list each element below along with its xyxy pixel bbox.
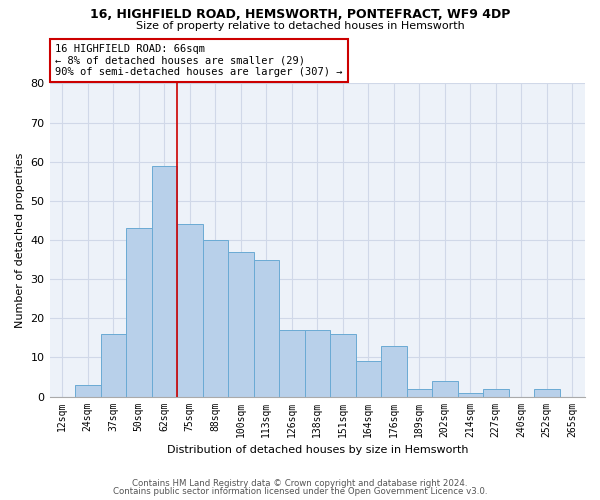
Bar xyxy=(228,252,254,396)
Y-axis label: Number of detached properties: Number of detached properties xyxy=(15,152,25,328)
Bar xyxy=(458,392,483,396)
Bar xyxy=(534,388,560,396)
Bar xyxy=(254,260,279,396)
Bar xyxy=(305,330,330,396)
Bar xyxy=(152,166,177,396)
Bar xyxy=(126,228,152,396)
X-axis label: Distribution of detached houses by size in Hemsworth: Distribution of detached houses by size … xyxy=(167,445,468,455)
Text: Contains public sector information licensed under the Open Government Licence v3: Contains public sector information licen… xyxy=(113,487,487,496)
Bar xyxy=(203,240,228,396)
Bar xyxy=(356,362,381,396)
Bar xyxy=(75,385,101,396)
Bar xyxy=(330,334,356,396)
Text: Contains HM Land Registry data © Crown copyright and database right 2024.: Contains HM Land Registry data © Crown c… xyxy=(132,478,468,488)
Text: 16, HIGHFIELD ROAD, HEMSWORTH, PONTEFRACT, WF9 4DP: 16, HIGHFIELD ROAD, HEMSWORTH, PONTEFRAC… xyxy=(90,8,510,20)
Bar xyxy=(101,334,126,396)
Bar xyxy=(279,330,305,396)
Bar xyxy=(432,381,458,396)
Bar xyxy=(483,388,509,396)
Bar xyxy=(407,388,432,396)
Bar xyxy=(177,224,203,396)
Bar xyxy=(381,346,407,397)
Text: Size of property relative to detached houses in Hemsworth: Size of property relative to detached ho… xyxy=(136,21,464,31)
Text: 16 HIGHFIELD ROAD: 66sqm
← 8% of detached houses are smaller (29)
90% of semi-de: 16 HIGHFIELD ROAD: 66sqm ← 8% of detache… xyxy=(55,44,343,77)
